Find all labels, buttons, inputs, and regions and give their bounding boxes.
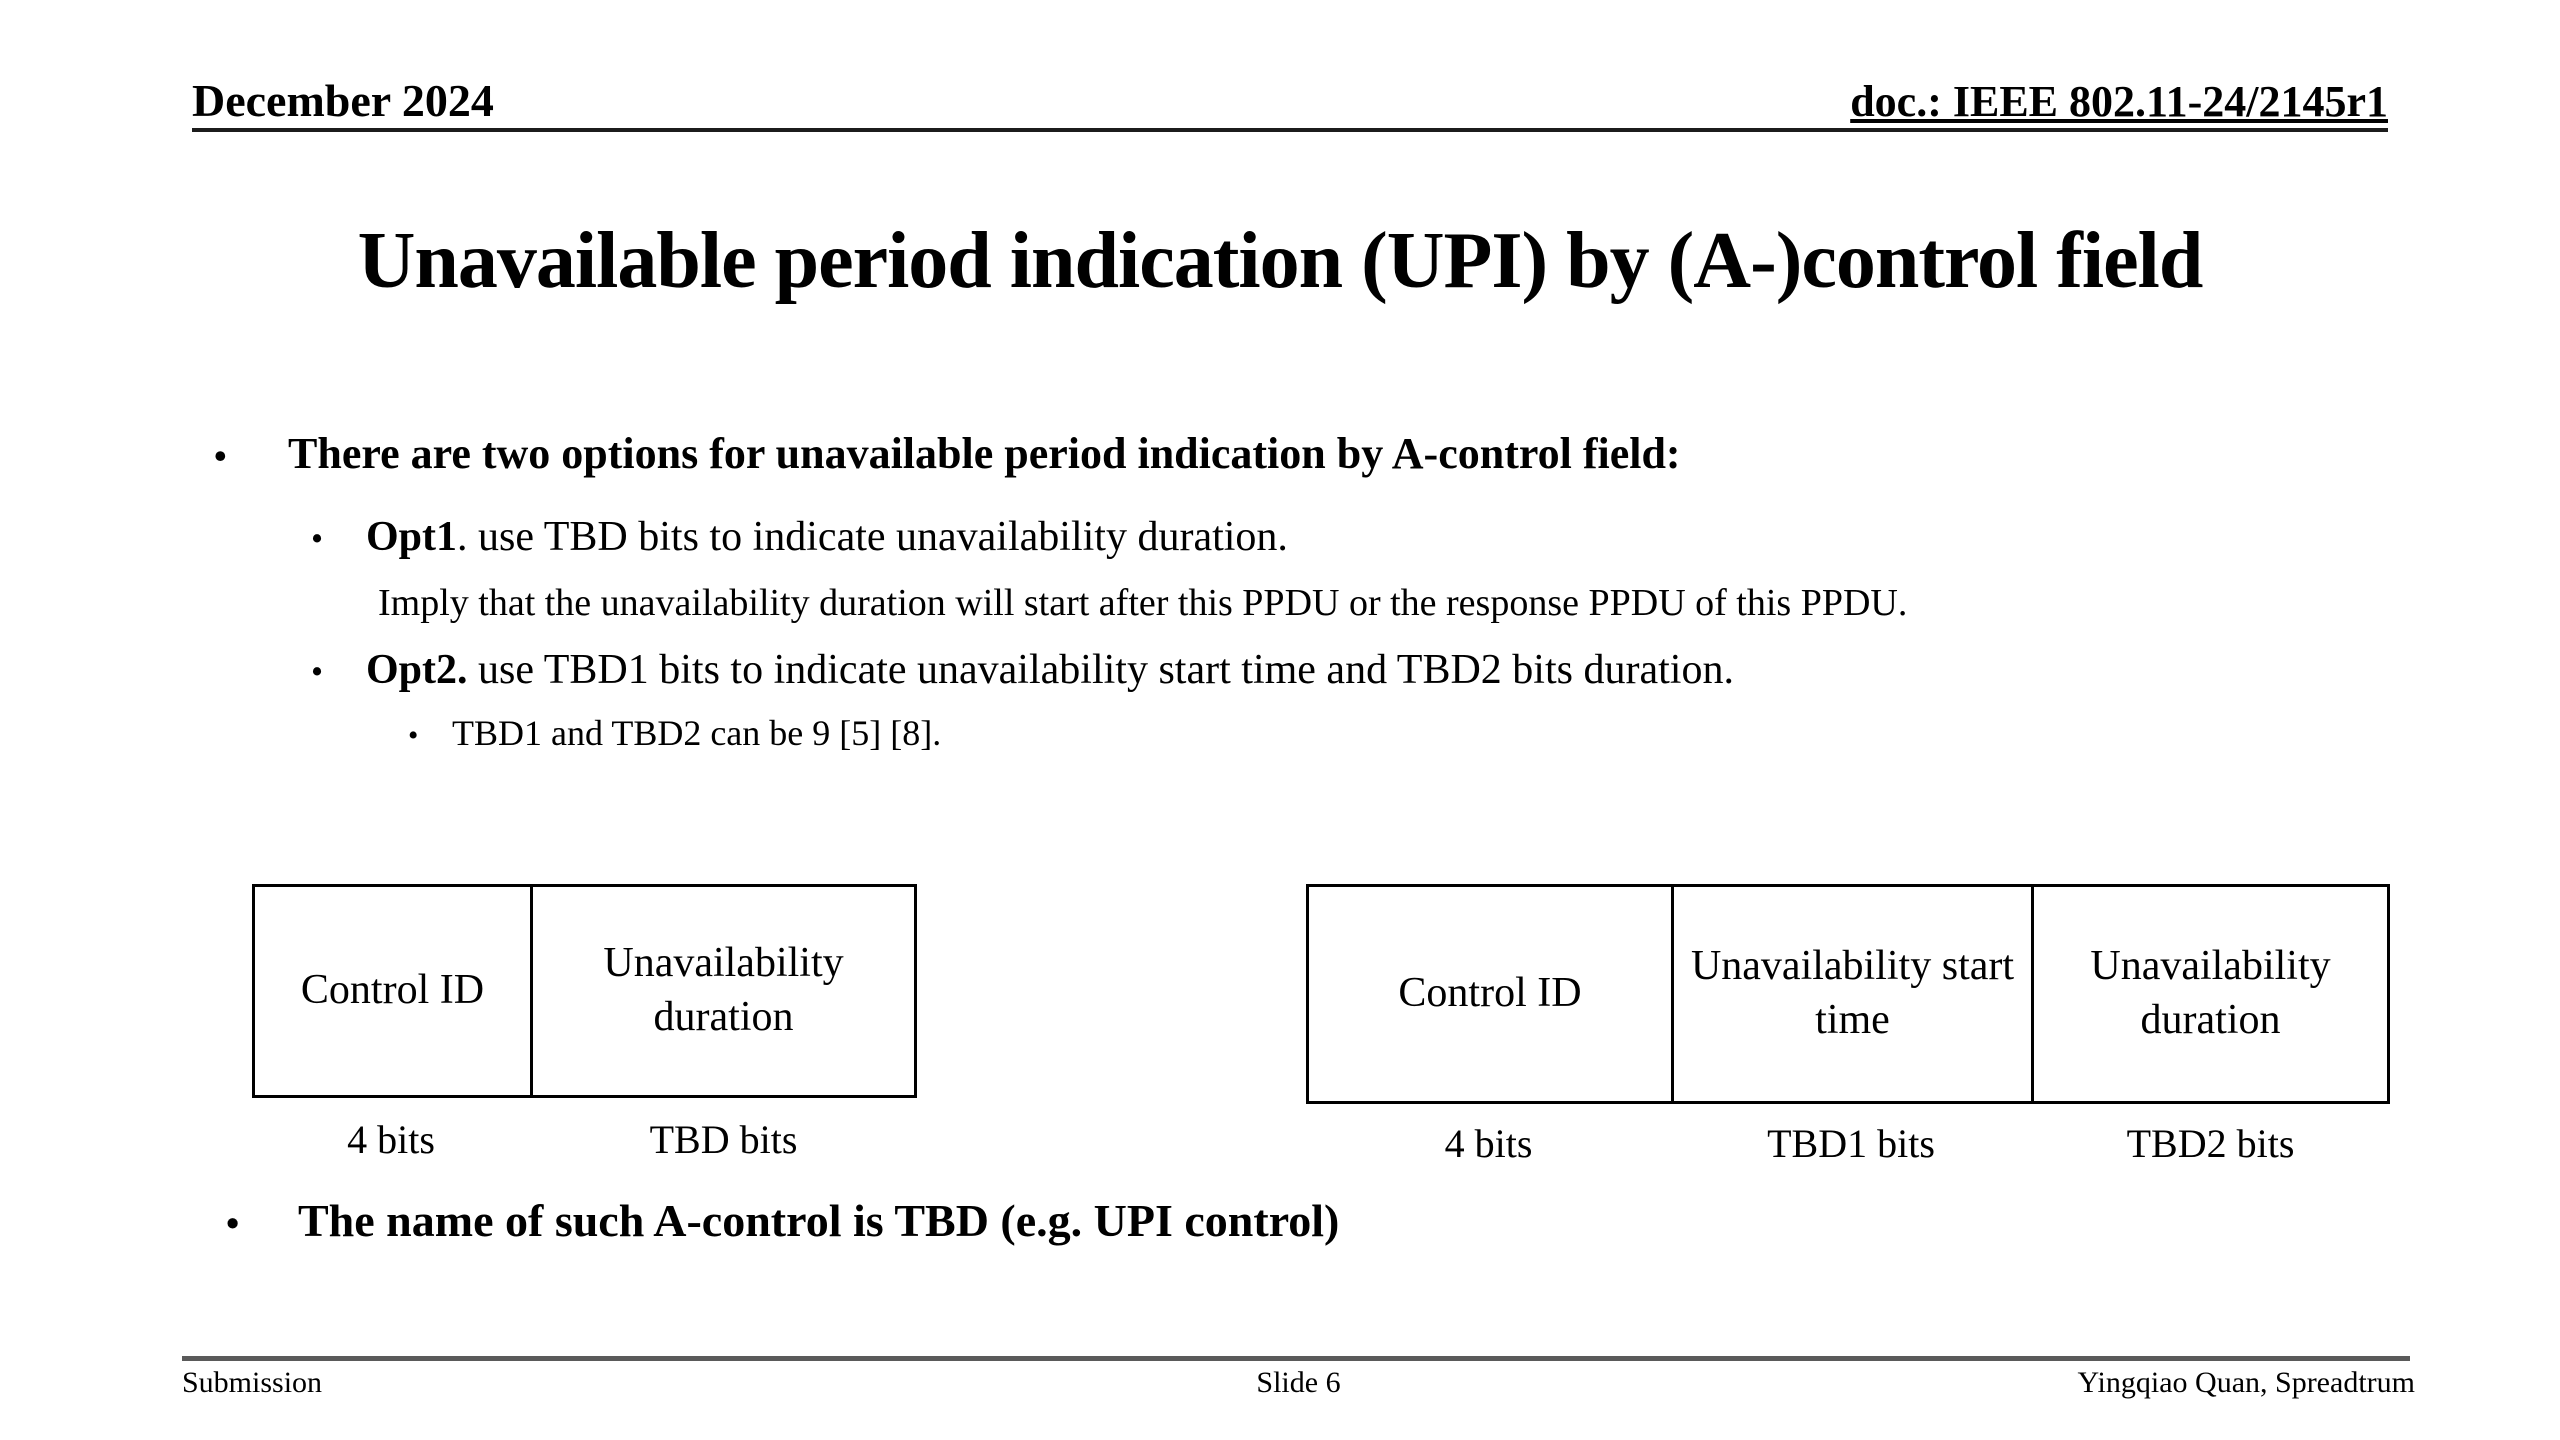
bullet-marker: • [226, 1203, 240, 1245]
bullet-closing-text: The name of such A-control is TBD (e.g. … [298, 1195, 1340, 1246]
bullet-marker: • [214, 436, 227, 476]
slide-footer: Submission Slide 6 Yingqiao Quan, Spread… [182, 1366, 2415, 1400]
bullet-marker: • [311, 653, 324, 691]
opt2-field-width-labels: 4 bits TBD1 bits TBD2 bits [1306, 1120, 2390, 1167]
bullet-marker: • [408, 720, 419, 752]
slide-header: December 2024 doc.: IEEE 802.11-24/2145r… [192, 78, 2388, 132]
footer-author: Yingqiao Quan, Spreadtrum [2077, 1366, 2415, 1399]
field-width-label: 4 bits [347, 1117, 435, 1162]
bullet-opt1: • Opt1. use TBD bits to indicate unavail… [311, 513, 1288, 561]
field-width-label: 4 bits [1444, 1121, 1533, 1166]
field-width-label: TBD2 bits [2126, 1121, 2295, 1166]
bullet-marker: • [311, 520, 324, 558]
field-width-label: TBD bits [649, 1117, 798, 1162]
opt2-field-table: Control ID Unavailability start time Una… [1306, 884, 2390, 1104]
field-cell-unavailability-duration: Unavailability duration [2031, 887, 2387, 1101]
bullet-opt1-text: Opt1. use TBD bits to indicate unavailab… [366, 513, 1288, 561]
bullet-opt2-text: Opt2. use TBD1 bits to indicate unavaila… [366, 646, 1734, 694]
opt1-text: . use TBD bits to indicate unavailabilit… [457, 514, 1288, 560]
bullet-opt2-sub: • TBD1 and TBD2 can be 9 [5] [8]. [408, 712, 941, 754]
field-cell-unavailability-start-time: Unavailability start time [1671, 887, 2031, 1101]
opt2-label: Opt2. [366, 647, 468, 693]
opt1-label: Opt1 [366, 514, 458, 560]
bullet-main: • There are two options for unavailable … [214, 428, 1681, 479]
field-cell-control-id: Control ID [1398, 970, 1582, 1017]
footer-submission: Submission [182, 1366, 323, 1399]
opt2-sub-text: TBD1 and TBD2 can be 9 [5] [8]. [452, 713, 942, 753]
field-cell-unavailability-duration: Unavailability duration [530, 887, 914, 1095]
field-width-label: TBD1 bits [1767, 1121, 1935, 1166]
footer-slide-number: Slide 6 [1256, 1366, 1341, 1399]
opt1-field-width-labels: 4 bits TBD bits [252, 1116, 917, 1163]
opt2-text: use TBD1 bits to indicate unavailability… [467, 647, 1734, 693]
field-cell-control-id: Control ID [300, 967, 485, 1014]
bullet-main-text: There are two options for unavailable pe… [288, 429, 1681, 478]
footer-rule [182, 1356, 2410, 1361]
opt1-field-table: Control ID Unavailability duration [252, 884, 917, 1098]
slide-title: Unavailable period indication (UPI) by (… [357, 217, 2204, 305]
header-doc-number: doc.: IEEE 802.11-24/2145r1 [1850, 77, 2388, 126]
bullet-opt1-note: Imply that the unavailability duration w… [378, 581, 1907, 625]
opt1-note-text: Imply that the unavailability duration w… [378, 582, 1908, 624]
bullet-opt2: • Opt2. use TBD1 bits to indicate unavai… [311, 646, 1734, 694]
bullet-closing: • The name of such A-control is TBD (e.g… [226, 1194, 1339, 1247]
header-date: December 2024 [192, 75, 494, 126]
